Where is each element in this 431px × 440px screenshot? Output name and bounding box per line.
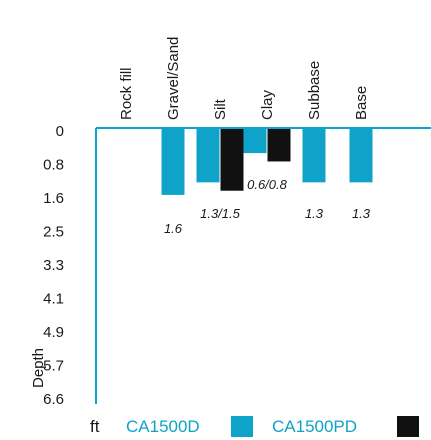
y-tick-label: 3.3 <box>43 257 64 274</box>
y-axis-title: Depth <box>30 348 47 388</box>
bar-ca1500d <box>302 128 326 183</box>
category-label: Subbase <box>306 61 323 120</box>
data-labels: 1.6 1.3/1.5 0.6/0.8 1.3 1.3 <box>164 177 371 236</box>
category-label: Base <box>353 86 370 120</box>
data-label: 1.3/1.5 <box>200 206 241 221</box>
legend-label-ca1500d: CA1500D <box>126 417 200 436</box>
y-tick-label: 2.5 <box>43 224 64 241</box>
category-label: Rock fill <box>118 67 135 120</box>
bar-ca1500pd <box>220 128 244 191</box>
data-label: 1.3 <box>352 206 371 221</box>
category-label: Gravel/Sand <box>165 37 182 120</box>
bar-ca1500d <box>349 128 373 183</box>
y-tick-label: 1.6 <box>43 190 64 207</box>
legend: ft CA1500D CA1500PD <box>90 416 419 437</box>
y-tick-label: 4.1 <box>43 291 64 308</box>
y-tick-label: 0 <box>56 123 64 140</box>
category-labels: Rock fill Gravel/Sand Silt Clay Subbase Base <box>118 37 370 120</box>
legend-swatch-ca1500d <box>231 416 253 437</box>
legend-swatch-ca1500pd <box>397 416 419 437</box>
bars <box>161 128 373 195</box>
y-tick-label: 6.6 <box>43 391 64 408</box>
category-label: Silt <box>212 98 229 120</box>
y-tick-label: 5.7 <box>43 358 64 375</box>
category-label: Clay <box>259 89 276 120</box>
bar-ca1500d <box>196 128 220 183</box>
bar-ca1500pd <box>267 128 291 162</box>
legend-label-ca1500pd: CA1500PD <box>272 417 357 436</box>
y-tick-label: 4.9 <box>43 324 64 341</box>
y-tick-label: 0.8 <box>43 157 64 174</box>
bar-ca1500d <box>243 128 267 154</box>
data-label: 1.6 <box>164 221 183 236</box>
y-axis-ticks: 0 0.8 1.6 2.5 3.3 4.1 4.9 5.7 6.6 <box>43 123 64 408</box>
data-label: 0.6/0.8 <box>247 177 288 192</box>
bar-ca1500d <box>161 128 185 195</box>
data-label: 1.3 <box>305 206 324 221</box>
unit-label: ft <box>90 417 100 436</box>
